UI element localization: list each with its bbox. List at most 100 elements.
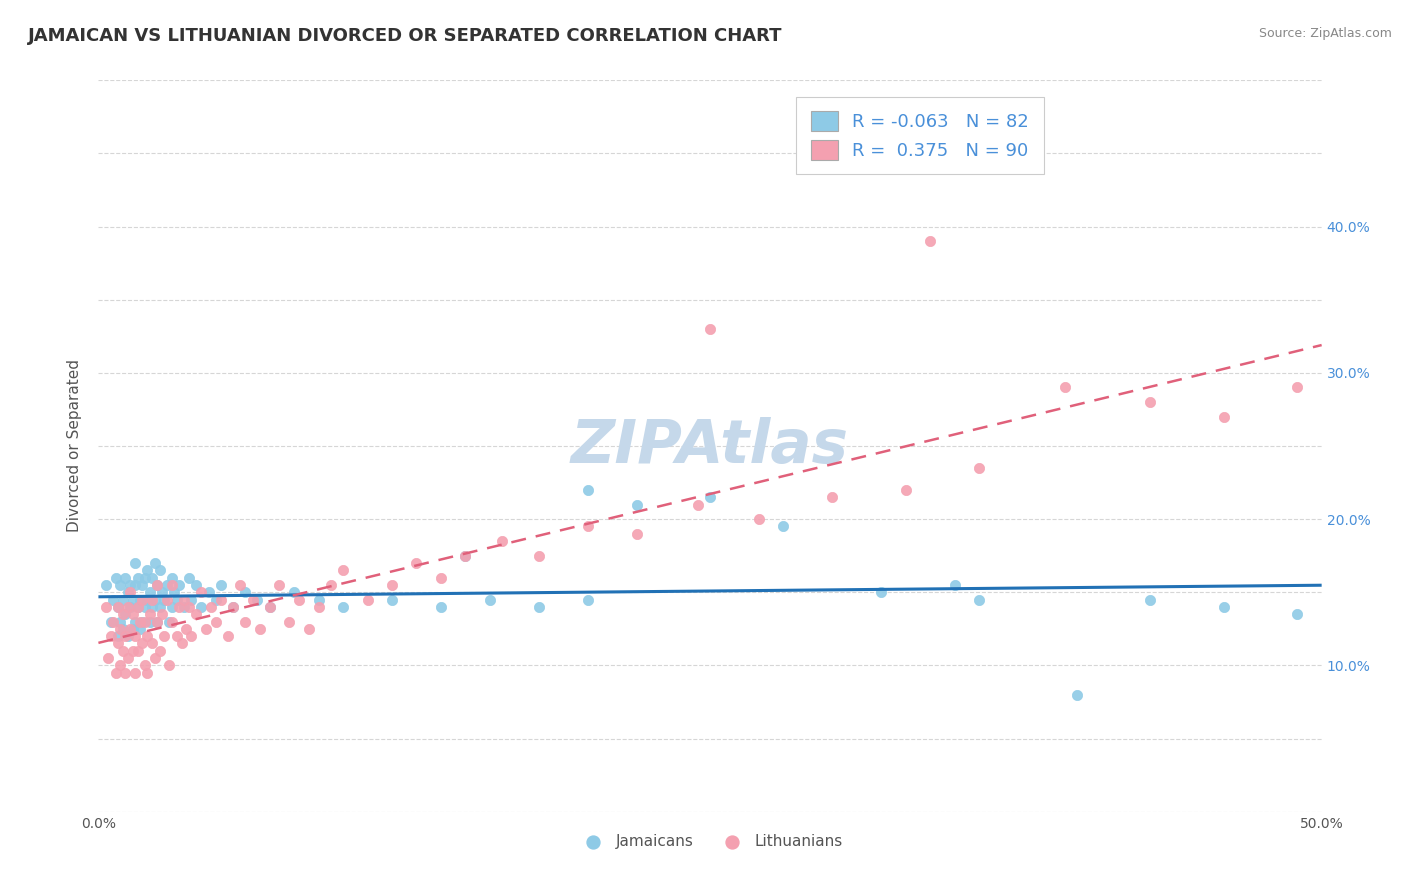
Point (686, 498, 709, 512)
Point (139, 585, 162, 599)
Point (114, 607, 136, 622)
Point (131, 636, 153, 650)
Point (100, 615, 122, 629)
Point (120, 578, 142, 592)
Point (136, 665, 159, 680)
Point (131, 615, 153, 629)
Point (288, 592, 311, 607)
Point (107, 629, 129, 643)
Point (478, 592, 501, 607)
Point (120, 585, 142, 599)
Text: JAMAICAN VS LITHUANIAN DIVORCED OR SEPARATED CORRELATION CHART: JAMAICAN VS LITHUANIAN DIVORCED OR SEPAR… (28, 27, 783, 45)
Point (177, 571, 200, 585)
Point (870, 585, 893, 599)
Point (146, 615, 169, 629)
Point (527, 549, 550, 563)
Point (381, 578, 404, 592)
Point (405, 556, 427, 570)
Point (127, 644, 149, 658)
Point (127, 599, 149, 614)
Point (430, 571, 453, 585)
Point (177, 599, 200, 614)
Point (150, 585, 173, 599)
Point (1212, 409, 1234, 424)
Point (124, 556, 146, 570)
Point (167, 599, 190, 614)
Point (117, 651, 139, 665)
Point (146, 615, 169, 629)
Point (101, 615, 124, 629)
Point (576, 592, 599, 607)
Point (111, 592, 134, 607)
Legend: Jamaicans, Lithuanians: Jamaicans, Lithuanians (571, 828, 849, 855)
Point (127, 571, 149, 585)
Point (121, 644, 143, 658)
Point (430, 599, 453, 614)
Point (283, 585, 305, 599)
Point (217, 629, 239, 643)
Point (576, 519, 599, 533)
Point (129, 615, 152, 629)
Point (205, 592, 228, 607)
Point (308, 599, 330, 614)
Text: Source: ZipAtlas.com: Source: ZipAtlas.com (1258, 27, 1392, 40)
Point (111, 607, 134, 622)
Point (259, 599, 281, 614)
Point (134, 658, 156, 673)
Point (772, 519, 794, 533)
Point (233, 615, 256, 629)
Point (136, 592, 159, 607)
Point (153, 629, 176, 643)
Point (195, 622, 218, 636)
Point (229, 578, 252, 592)
Point (104, 665, 127, 680)
Point (222, 599, 245, 614)
Point (1139, 395, 1161, 409)
Point (190, 599, 212, 614)
Point (332, 599, 354, 614)
Point (319, 578, 342, 592)
Point (121, 622, 143, 636)
Point (114, 629, 136, 643)
Point (222, 599, 245, 614)
Point (894, 483, 917, 497)
Point (94, 599, 117, 614)
Point (205, 615, 228, 629)
Point (124, 578, 146, 592)
Point (186, 578, 208, 592)
Point (107, 599, 129, 614)
Point (136, 563, 159, 577)
Point (139, 607, 162, 622)
Point (134, 571, 156, 585)
Point (143, 651, 166, 665)
Point (129, 592, 152, 607)
Point (146, 578, 169, 592)
Point (141, 636, 163, 650)
Point (146, 578, 169, 592)
Point (110, 615, 132, 629)
Point (209, 592, 232, 607)
Point (967, 592, 990, 607)
Point (139, 615, 162, 629)
Point (131, 578, 153, 592)
Point (97, 651, 120, 665)
Point (94, 578, 117, 592)
Point (197, 585, 219, 599)
Point (1053, 380, 1076, 394)
Point (454, 549, 477, 563)
Point (141, 571, 163, 585)
Point (278, 615, 301, 629)
Point (1212, 599, 1234, 614)
Point (920, 234, 942, 248)
Point (527, 599, 550, 614)
Point (134, 599, 156, 614)
Point (242, 592, 264, 607)
Point (209, 578, 232, 592)
Point (166, 629, 188, 643)
Point (454, 549, 477, 563)
Point (143, 592, 166, 607)
Point (120, 622, 142, 636)
Point (748, 512, 770, 526)
Point (117, 599, 139, 614)
Point (160, 615, 183, 629)
